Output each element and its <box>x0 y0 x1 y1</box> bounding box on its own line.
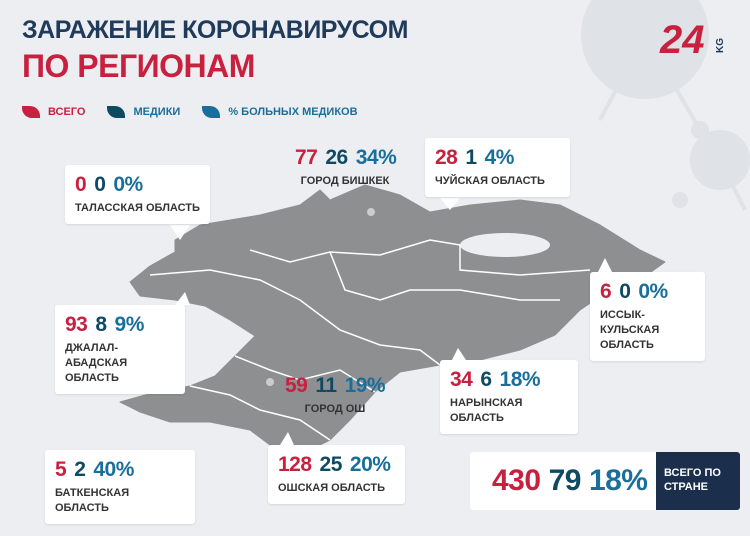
percent: 34% <box>355 146 397 169</box>
region-callout: 28 1 4% ЧУЙСКАЯ ОБЛАСТЬ <box>425 138 570 197</box>
medics: 79 <box>548 464 582 497</box>
legend-swatch <box>107 106 126 118</box>
region-name: НАРЫНСКАЯ ОБЛАСТЬ <box>450 397 523 424</box>
region-name: ТАЛАССКАЯ ОБЛАСТЬ <box>75 202 200 214</box>
percent: 18% <box>588 464 648 497</box>
medics: 26 <box>325 146 348 169</box>
region-callout: 6 0 0% ИССЫК-КУЛЬСКАЯ ОБЛАСТЬ <box>590 272 705 361</box>
osh-dot <box>266 378 274 386</box>
total: 6 <box>600 280 612 303</box>
region-callout: 93 8 9% ДЖАЛАЛ-АБАДСКАЯ ОБЛАСТЬ <box>55 305 185 394</box>
region-name: ГОРОД ОШ <box>304 403 366 415</box>
title: ЗАРАЖЕНИЕ КОРОНАВИРУСОМ <box>22 16 408 44</box>
legend-item: % БОЛЬНЫХ МЕДИКОВ <box>202 106 358 118</box>
region-name: ОШСКАЯ ОБЛАСТЬ <box>278 482 386 494</box>
region-values: 6 0 0% <box>600 280 695 304</box>
logo-suffix: KG <box>715 38 726 53</box>
legend: ВСЕГО МЕДИКИ % БОЛЬНЫХ МЕДИКОВ <box>22 106 358 118</box>
total: 93 <box>65 313 88 336</box>
legend-item: МЕДИКИ <box>107 106 180 118</box>
region-values: 34 6 18% <box>450 368 568 392</box>
medics: 1 <box>465 146 477 169</box>
legend-label: ВСЕГО <box>48 106 86 118</box>
percent: 40% <box>93 458 134 481</box>
total: 34 <box>450 368 473 391</box>
medics: 8 <box>95 313 107 336</box>
total: 28 <box>435 146 458 169</box>
region-values: 128 25 20% <box>278 453 395 477</box>
medics: 11 <box>315 374 337 397</box>
logo: 24 <box>660 18 705 62</box>
region-values: 5 2 40% <box>55 458 185 482</box>
total: 59 <box>285 374 308 397</box>
total-values: 430 79 18% <box>470 452 652 510</box>
region-values: 0 0 0% <box>75 173 200 197</box>
region-name: ГОРОД БИШКЕК <box>300 175 390 187</box>
total: 5 <box>55 458 67 481</box>
percent: 4% <box>484 146 515 169</box>
region-name: БАТКЕНСКАЯ ОБЛАСТЬ <box>55 487 130 514</box>
region-values: 93 8 9% <box>65 313 175 337</box>
percent: 0% <box>113 173 143 196</box>
percent: 18% <box>499 368 541 391</box>
percent: 20% <box>349 453 391 476</box>
total: 0 <box>75 173 87 196</box>
medics: 6 <box>480 368 492 391</box>
region-values: 59 11 19% <box>285 374 386 398</box>
percent: 9% <box>114 313 145 336</box>
bishkek-dot <box>367 208 375 216</box>
medics: 0 <box>94 173 106 196</box>
legend-item: ВСЕГО <box>22 106 85 118</box>
total-box: 430 79 18% ВСЕГО ПО СТРАНЕ <box>470 452 740 510</box>
region-values: 77 26 34% <box>295 146 397 170</box>
region-name: ИССЫК-КУЛЬСКАЯ ОБЛАСТЬ <box>600 309 660 351</box>
region-callout: 0 0 0% ТАЛАССКАЯ ОБЛАСТЬ <box>65 165 210 224</box>
percent: 19% <box>344 374 386 397</box>
total: 77 <box>295 146 318 169</box>
region-callout: 128 25 20% ОШСКАЯ ОБЛАСТЬ <box>268 445 405 504</box>
region-callout: 77 26 34% ГОРОД БИШКЕК <box>285 138 405 197</box>
medics: 2 <box>74 458 86 481</box>
lake <box>460 233 550 257</box>
total-label: ВСЕГО ПО СТРАНЕ <box>656 452 740 510</box>
region-callout: 34 6 18% НАРЫНСКАЯ ОБЛАСТЬ <box>440 360 578 434</box>
total: 128 <box>278 453 312 476</box>
medics: 25 <box>319 453 343 476</box>
subtitle: ПО РЕГИОНАМ <box>22 48 255 84</box>
legend-swatch <box>202 106 221 118</box>
legend-label: % БОЛЬНЫХ МЕДИКОВ <box>228 106 358 118</box>
legend-swatch <box>22 106 40 118</box>
virus-decoration <box>581 0 750 211</box>
region-callout: 5 2 40% БАТКЕНСКАЯ ОБЛАСТЬ <box>45 450 195 524</box>
region-name: ЧУЙСКАЯ ОБЛАСТЬ <box>435 175 545 187</box>
total: 430 <box>492 464 541 497</box>
callout-pointers <box>170 198 612 445</box>
medics: 0 <box>619 280 631 303</box>
region-borders <box>149 239 591 441</box>
region-values: 28 1 4% <box>435 146 560 170</box>
region-callout: 59 11 19% ГОРОД ОШ <box>275 366 395 425</box>
region-name: ДЖАЛАЛ-АБАДСКАЯ ОБЛАСТЬ <box>65 342 128 384</box>
percent: 0% <box>638 280 668 303</box>
legend-label: МЕДИКИ <box>133 106 181 118</box>
